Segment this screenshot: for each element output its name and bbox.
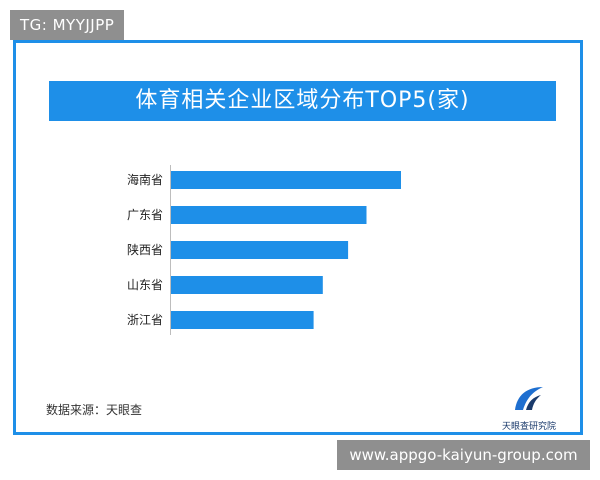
bar-1 [171,206,367,224]
bars-group [171,171,401,329]
chart-card: 体育相关企业区域分布TOP5(家) 海南省广东省陕西省山东省浙江省 数据来源：天… [13,40,583,435]
category-label-0: 海南省 [127,172,163,187]
tianyancha-logo: 天眼查研究院 [494,383,564,432]
bar-0 [171,171,401,189]
data-source: 数据来源：天眼查 [46,403,143,417]
category-label-2: 陕西省 [127,242,163,257]
category-label-3: 山东省 [127,278,163,292]
logo-icon [515,387,543,410]
watermark-bottom: www.appgo-kaiyun-group.com [337,440,590,470]
watermark-top: TG: MYYJJPP [10,10,125,40]
bar-3 [171,276,323,294]
category-label-4: 浙江省 [127,313,163,327]
bar-4 [171,311,314,329]
chart-title: 体育相关企业区域分布TOP5(家) [49,81,556,121]
bar-2 [171,241,349,259]
logo-text: 天眼查研究院 [501,422,556,432]
category-label-1: 广东省 [127,208,163,222]
